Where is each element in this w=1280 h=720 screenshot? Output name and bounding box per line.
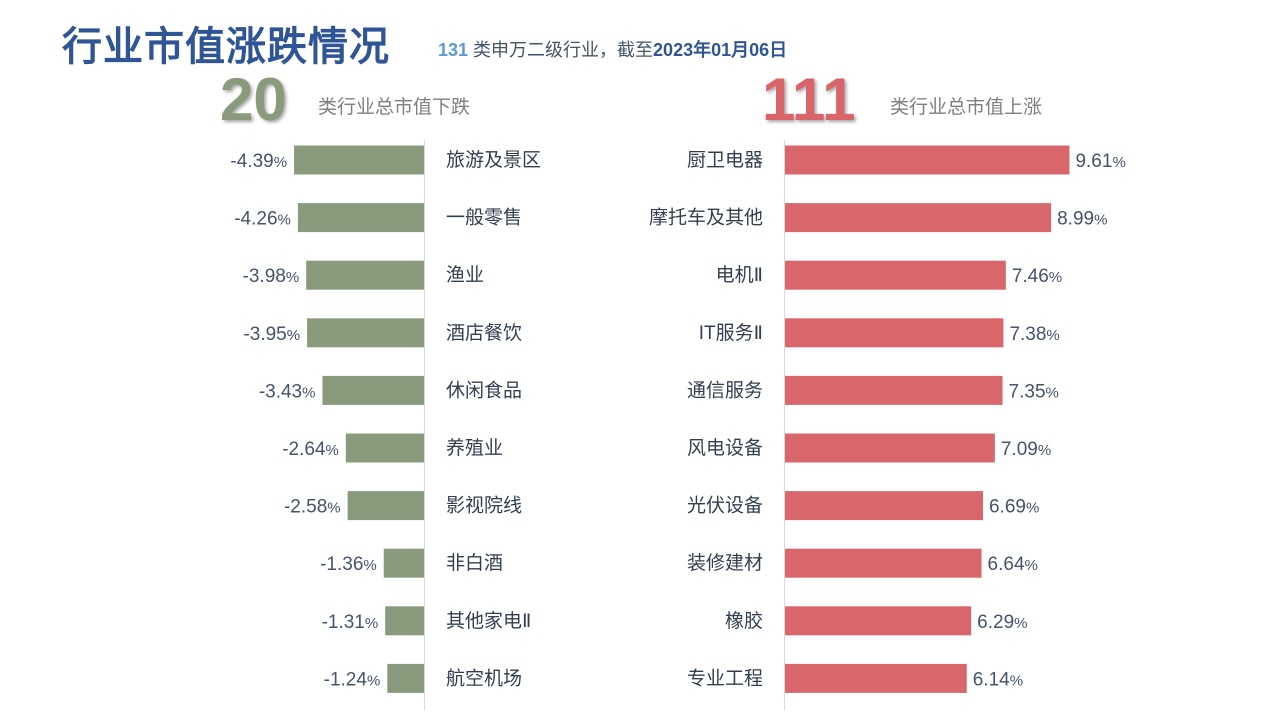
data-label-down: -3.98% xyxy=(243,266,300,287)
category-label-down: 旅游及景区 xyxy=(446,149,541,171)
bar-up xyxy=(785,318,1004,348)
data-label-down: -1.36% xyxy=(320,554,377,575)
subtitle-industry-count: 131 xyxy=(438,40,469,60)
data-label-up: 6.29% xyxy=(977,612,1027,633)
data-label-down: -2.64% xyxy=(282,439,339,460)
page-title: 行业市值涨跌情况 xyxy=(62,25,390,69)
category-label-up: 电机Ⅱ xyxy=(716,264,763,286)
bar-down xyxy=(297,203,424,233)
category-label-up: IT服务Ⅱ xyxy=(699,322,763,344)
category-label-up: 装修建材 xyxy=(687,552,763,574)
bar-up xyxy=(785,203,1052,233)
category-label-down: 一般零售 xyxy=(446,207,522,229)
category-label-up: 通信服务 xyxy=(687,379,763,401)
data-label-down: -4.26% xyxy=(234,209,291,230)
data-label-up: 6.14% xyxy=(973,669,1023,690)
down-chart-axis xyxy=(424,140,425,710)
down-count: 20 xyxy=(220,66,287,133)
bar-up xyxy=(785,145,1070,175)
category-label-down: 休闲食品 xyxy=(446,379,522,401)
bar-up xyxy=(785,375,1003,405)
data-label-up: 8.99% xyxy=(1057,209,1107,230)
data-label-down: -4.39% xyxy=(230,151,287,172)
subtitle-text: 类申万二级行业，截至 xyxy=(468,40,654,60)
bar-up xyxy=(785,548,982,578)
bar-up xyxy=(785,260,1006,290)
up-chart-axis xyxy=(784,140,785,710)
bar-down xyxy=(322,375,424,405)
category-label-up: 光伏设备 xyxy=(687,495,763,517)
category-label-up: 专业工程 xyxy=(687,667,763,689)
data-label-up: 7.38% xyxy=(1009,324,1059,345)
data-label-up: 6.69% xyxy=(989,497,1039,518)
category-label-down: 航空机场 xyxy=(446,667,522,689)
data-label-down: -3.43% xyxy=(259,381,316,402)
up-count: 111 xyxy=(762,66,856,133)
bar-down xyxy=(307,318,424,348)
bar-up xyxy=(785,491,984,521)
data-label-up: 9.61% xyxy=(1075,151,1125,172)
category-label-down: 养殖业 xyxy=(446,437,503,459)
data-label-down: -3.95% xyxy=(243,324,300,345)
category-label-down: 酒店餐饮 xyxy=(446,322,522,344)
bar-down xyxy=(294,145,424,175)
data-label-down: -1.24% xyxy=(324,669,381,690)
bar-up xyxy=(785,433,995,463)
data-label-up: 7.46% xyxy=(1012,266,1062,287)
category-label-down: 渔业 xyxy=(446,264,484,286)
down-count-label: 类行业总市值下跌 xyxy=(318,97,471,118)
bar-up xyxy=(785,606,972,636)
bar-down xyxy=(385,606,424,636)
data-label-up: 7.09% xyxy=(1001,439,1051,460)
bar-down xyxy=(387,663,424,693)
data-label-up: 7.35% xyxy=(1009,381,1059,402)
data-label-down: -1.31% xyxy=(322,612,379,633)
category-label-down: 影视院线 xyxy=(446,495,522,517)
category-label-up: 厨卫电器 xyxy=(687,149,763,171)
category-label-down: 其他家电Ⅱ xyxy=(446,610,531,632)
up-count-label: 类行业总市值上涨 xyxy=(890,97,1043,118)
subtitle-date: 2023年01月06日 xyxy=(653,40,788,60)
category-label-up: 摩托车及其他 xyxy=(649,207,763,229)
data-label-up: 6.64% xyxy=(988,554,1038,575)
page-subtitle: 131 类申万二级行业，截至2023年01月06日 xyxy=(438,36,787,62)
category-label-up: 风电设备 xyxy=(687,437,763,459)
category-label-up: 橡胶 xyxy=(725,610,763,632)
bar-down xyxy=(383,548,424,578)
bar-up xyxy=(785,663,967,693)
bar-down xyxy=(306,260,424,290)
category-label-down: 非白酒 xyxy=(446,552,503,574)
bar-down xyxy=(345,433,424,463)
bar-down xyxy=(347,491,424,521)
data-label-down: -2.58% xyxy=(284,497,341,518)
